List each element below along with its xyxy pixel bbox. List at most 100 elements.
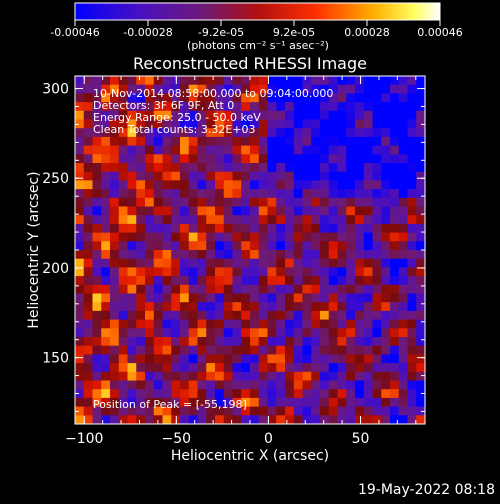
heatmap-cell (407, 250, 417, 260)
heatmap-cell (127, 180, 137, 190)
heatmap-cell (101, 84, 111, 94)
heatmap-cell (390, 102, 400, 112)
colorbar-tick-label: 0.00028 (344, 26, 390, 39)
heatmap-cell (407, 302, 417, 312)
heatmap-cell (171, 232, 181, 242)
heatmap-cell (75, 310, 85, 321)
heatmap-cell (363, 84, 373, 94)
heatmap-cell (276, 84, 286, 94)
heatmap-cell (416, 232, 425, 242)
heatmap-cell (101, 415, 111, 424)
heatmap-cell (276, 302, 286, 312)
heatmap-cell (355, 223, 365, 234)
heatmap-cell (302, 284, 312, 294)
heatmap-cell (83, 389, 93, 399)
heatmap-cell (372, 232, 382, 242)
heatmap-cell (293, 363, 303, 373)
heatmap-cell (258, 215, 268, 225)
heatmap-cell (180, 223, 190, 234)
heatmap-cell (188, 284, 198, 294)
heatmap-cell (101, 163, 111, 173)
colorbar-ticks: -0.00046 -0.00028 -9.2e-05 9.2e-05 0.00028 0.… (50, 20, 463, 39)
colorbar (74, 2, 441, 21)
heatmap-cell (381, 328, 391, 338)
heatmap-cell (363, 206, 373, 216)
heatmap-cell (302, 189, 312, 199)
heatmap-cell (223, 76, 233, 86)
heatmap-cell (346, 223, 356, 234)
heatmap-cell (206, 380, 216, 390)
heatmap-cell (258, 84, 268, 94)
heatmap-cell (346, 110, 356, 120)
heatmap-cell (285, 197, 295, 207)
heatmap-cell (320, 189, 330, 199)
heatmap-cell (372, 415, 382, 424)
heatmap-cell (206, 406, 216, 416)
heatmap-cell (180, 276, 190, 286)
heatmap-cell (215, 136, 225, 147)
heatmap-cell (215, 337, 225, 347)
heatmap-cell (258, 163, 268, 173)
heatmap-cell (416, 337, 425, 347)
heatmap-cell (215, 93, 225, 103)
heatmap-cell (320, 363, 330, 373)
heatmap-cell (197, 258, 207, 268)
heatmap-cell (136, 302, 146, 312)
heatmap-cell (101, 284, 111, 294)
heatmap-cell (293, 319, 303, 329)
heatmap-cell (145, 128, 155, 138)
heatmap-cell (398, 241, 408, 251)
heatmap-cell (118, 415, 128, 424)
heatmap-cell (276, 197, 286, 207)
heatmap-cell (101, 189, 111, 199)
heatmap-cell (232, 310, 242, 321)
heatmap-cell (171, 197, 181, 207)
heatmap-cell (206, 363, 216, 373)
heatmap-cell (398, 189, 408, 199)
heatmap-cell (398, 145, 408, 155)
heatmap-cell (390, 415, 400, 424)
heatmap-cell (75, 223, 85, 234)
heatmap-cell (285, 215, 295, 225)
heatmap-cell (328, 293, 338, 303)
heatmap-cell (171, 206, 181, 216)
heatmap-cell (293, 302, 303, 312)
heatmap-cell (162, 206, 172, 216)
heatmap-cell (145, 154, 155, 164)
heatmap-cell (285, 258, 295, 268)
heatmap-cell (346, 293, 356, 303)
heatmap-cell (110, 189, 120, 199)
heatmap-cell (372, 102, 382, 112)
heatmap-cell (416, 250, 425, 260)
heatmap-cell (206, 250, 216, 260)
heatmap-cell (83, 406, 93, 416)
heatmap-cell (127, 189, 137, 199)
heatmap-cell (180, 415, 190, 424)
heatmap-cell (363, 319, 373, 329)
heatmap-cell (381, 380, 391, 390)
heatmap-cell (258, 180, 268, 190)
heatmap-cell (285, 223, 295, 234)
heatmap-cell (171, 136, 181, 147)
heatmap-cell (337, 276, 347, 286)
heatmap-cell (206, 328, 216, 338)
heatmap-cell (398, 276, 408, 286)
heatmap-cell (407, 241, 417, 251)
heatmap-cell (118, 197, 128, 207)
heatmap-cell (346, 276, 356, 286)
heatmap-cell (346, 154, 356, 164)
heatmap-cell (180, 328, 190, 338)
heatmap-cell (145, 267, 155, 277)
heatmap-cell (311, 76, 321, 86)
colorbar-tick-label: -0.00028 (123, 26, 172, 39)
heatmap-cell (258, 284, 268, 294)
heatmap-cell (197, 197, 207, 207)
heatmap-cell (136, 371, 146, 381)
heatmap-cell (311, 215, 321, 225)
heatmap-cell (311, 267, 321, 277)
heatmap-cell (390, 93, 400, 103)
heatmap-cell (276, 119, 286, 129)
heatmap-cell (285, 319, 295, 329)
heatmap-cell (258, 110, 268, 120)
heatmap-cell (267, 163, 277, 173)
